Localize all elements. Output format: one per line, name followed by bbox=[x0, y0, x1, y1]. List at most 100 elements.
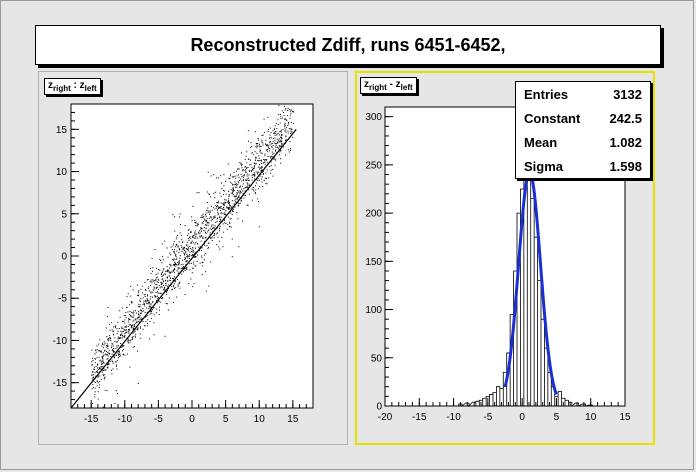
scatter-point bbox=[202, 265, 204, 267]
scatter-point bbox=[115, 327, 116, 329]
scatter-point bbox=[117, 336, 119, 338]
scatter-point bbox=[195, 256, 197, 258]
scatter-point bbox=[163, 289, 164, 291]
scatter-point bbox=[206, 191, 208, 193]
y-tick-label: 150 bbox=[365, 257, 382, 268]
scatter-point bbox=[205, 227, 207, 229]
scatter-point bbox=[200, 228, 202, 230]
scatter-point bbox=[263, 131, 265, 133]
scatter-point bbox=[208, 246, 210, 248]
scatter-point bbox=[219, 226, 221, 227]
scatter-point bbox=[122, 327, 124, 329]
scatter-point bbox=[215, 191, 217, 193]
scatter-point bbox=[231, 200, 233, 202]
scatter-point bbox=[124, 319, 126, 321]
scatter-point bbox=[204, 214, 206, 216]
scatter-point bbox=[284, 127, 286, 129]
scatter-point bbox=[133, 314, 135, 316]
histogram-pad[interactable]: -20 -15 -10 -5 0 5 10 15 0 50 100 150 200 250 300 zrig… bbox=[355, 71, 655, 445]
scatter-point bbox=[127, 338, 129, 340]
scatter-point bbox=[272, 148, 274, 150]
scatter-point bbox=[244, 158, 246, 160]
scatter-point bbox=[264, 161, 266, 163]
scatter-point bbox=[137, 350, 138, 352]
scatter-point bbox=[251, 145, 253, 147]
scatter-point bbox=[169, 252, 171, 254]
scatter-point bbox=[200, 228, 202, 230]
scatter-point bbox=[275, 146, 277, 148]
scatter-point bbox=[123, 321, 125, 323]
scatter-point bbox=[192, 237, 194, 239]
scatter-point bbox=[204, 237, 206, 239]
scatter-point bbox=[104, 349, 106, 351]
scatter-point bbox=[104, 369, 106, 371]
scatter-point bbox=[188, 239, 190, 241]
scatter-point bbox=[122, 307, 124, 309]
scatter-point bbox=[253, 178, 255, 180]
scatter-point bbox=[185, 260, 187, 262]
scatter-point bbox=[154, 296, 156, 298]
scatter-point bbox=[276, 128, 278, 130]
scatter-point bbox=[217, 236, 219, 238]
scatter-point bbox=[179, 281, 181, 283]
scatter-pad[interactable]: -15 -10 -5 0 5 10 15 -15 -10 -5 0 5 10 15 zright : zl… bbox=[38, 71, 348, 445]
scatter-point bbox=[153, 280, 155, 282]
scatter-point bbox=[181, 246, 182, 248]
scatter-point bbox=[111, 322, 113, 324]
scatter-point bbox=[192, 205, 194, 207]
scatter-point bbox=[274, 164, 276, 166]
scatter-point bbox=[191, 240, 193, 242]
scatter-point bbox=[238, 195, 240, 197]
y-tick-label: 50 bbox=[371, 353, 383, 364]
scatter-point bbox=[206, 218, 208, 220]
scatter-point bbox=[147, 287, 149, 289]
y-tick-label: 15 bbox=[56, 125, 68, 136]
scatter-point bbox=[92, 378, 94, 380]
scatter-point bbox=[231, 238, 233, 240]
scatter-point bbox=[243, 179, 245, 181]
scatter-point bbox=[109, 323, 110, 325]
scatter-point bbox=[255, 185, 256, 187]
scatter-point bbox=[167, 256, 169, 258]
scatter-point bbox=[99, 384, 101, 386]
scatter-point bbox=[117, 338, 119, 339]
scatter-point bbox=[119, 337, 121, 339]
scatter-point bbox=[175, 287, 177, 289]
scatter-point bbox=[284, 124, 286, 126]
scatter-point bbox=[272, 145, 274, 146]
scatter-point bbox=[277, 124, 279, 125]
scatter-point bbox=[118, 345, 119, 347]
scatter-point bbox=[255, 157, 257, 159]
scatter-point bbox=[193, 234, 195, 236]
scatter-point bbox=[132, 316, 134, 318]
scatter-point bbox=[232, 190, 233, 192]
scatter-point bbox=[128, 331, 130, 333]
scatter-point bbox=[270, 132, 272, 133]
scatter-point bbox=[195, 234, 197, 236]
scatter-point bbox=[156, 308, 158, 310]
scatter-point bbox=[97, 364, 99, 366]
scatter-point bbox=[240, 199, 242, 201]
scatter-point bbox=[182, 259, 184, 261]
scatter-point bbox=[184, 259, 186, 260]
scatter-point bbox=[175, 255, 177, 257]
scatter-point bbox=[260, 146, 262, 147]
scatter-point bbox=[162, 298, 164, 300]
scatter-point bbox=[92, 360, 94, 362]
scatter-point bbox=[281, 137, 283, 139]
scatter-point bbox=[119, 316, 121, 318]
scatter-point bbox=[248, 184, 250, 186]
scatter-point bbox=[139, 306, 141, 308]
scatter-point bbox=[160, 260, 162, 261]
scatter-point bbox=[251, 199, 253, 201]
scatter-point bbox=[239, 192, 241, 194]
scatter-point bbox=[153, 286, 155, 288]
scatter-point bbox=[194, 243, 196, 245]
scatter-point bbox=[91, 379, 93, 381]
scatter-point bbox=[125, 332, 126, 334]
scatter-point bbox=[236, 212, 238, 213]
scatter-point bbox=[139, 305, 141, 307]
scatter-point bbox=[155, 287, 157, 289]
scatter-point bbox=[191, 254, 193, 256]
scatter-point bbox=[263, 118, 265, 120]
